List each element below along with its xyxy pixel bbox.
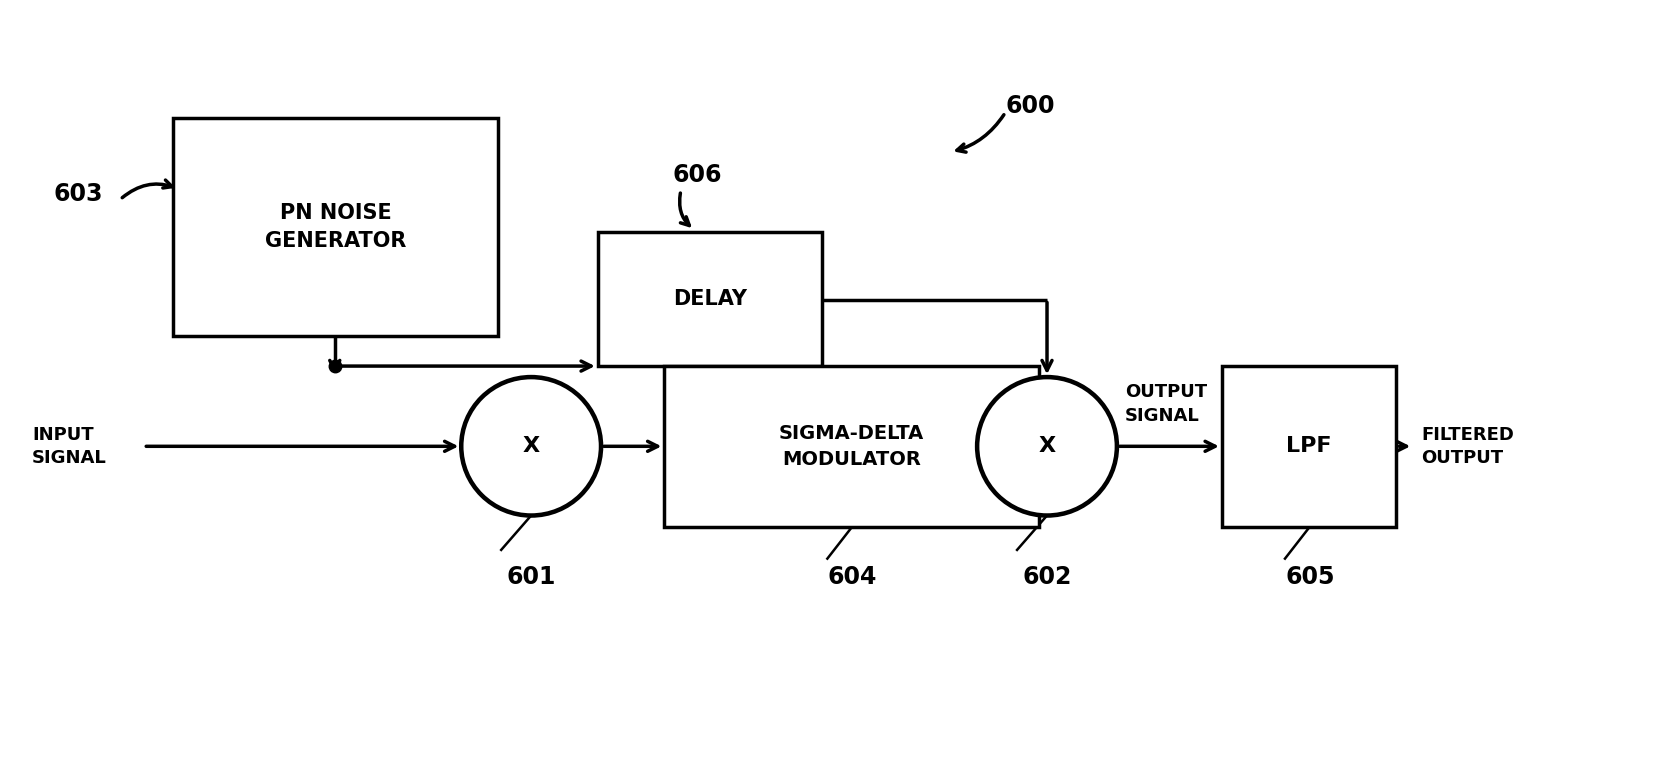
Text: LPF: LPF (1287, 436, 1332, 457)
Text: FILTERED
OUTPUT: FILTERED OUTPUT (1421, 426, 1514, 467)
Text: PN NOISE
GENERATOR: PN NOISE GENERATOR (265, 202, 406, 251)
FancyArrowPatch shape (680, 193, 690, 226)
Text: 606: 606 (673, 163, 722, 187)
Bar (173, 117, 498, 335)
Text: 602: 602 (1022, 565, 1072, 589)
Text: 604: 604 (827, 565, 878, 589)
Text: 600: 600 (1005, 94, 1055, 118)
Text: 605: 605 (1285, 565, 1334, 589)
Text: OUTPUT
SIGNAL: OUTPUT SIGNAL (1126, 384, 1208, 425)
Ellipse shape (977, 377, 1118, 516)
FancyArrowPatch shape (956, 114, 1003, 152)
Text: X: X (1039, 436, 1055, 457)
Text: SIGMA-DELTA
MODULATOR: SIGMA-DELTA MODULATOR (779, 423, 925, 469)
Text: INPUT
SIGNAL: INPUT SIGNAL (32, 426, 107, 467)
Text: 601: 601 (507, 565, 555, 589)
Ellipse shape (461, 377, 601, 516)
Bar (597, 233, 822, 366)
Bar (664, 366, 1039, 527)
Text: X: X (522, 436, 540, 457)
Text: DELAY: DELAY (673, 289, 747, 309)
Text: 603: 603 (54, 182, 104, 206)
FancyArrowPatch shape (122, 180, 173, 198)
Bar (1222, 366, 1396, 527)
